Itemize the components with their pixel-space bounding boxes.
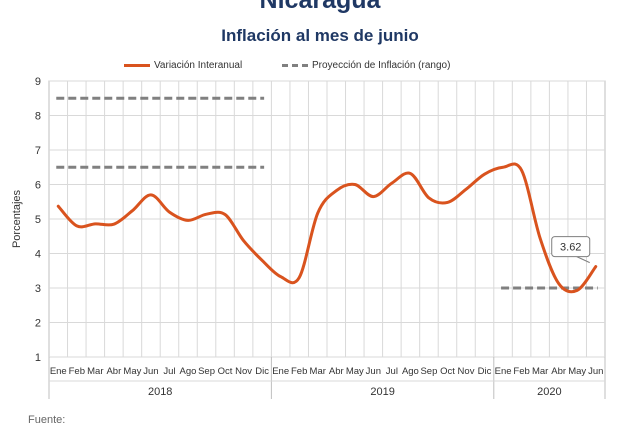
data-point [594,265,597,268]
data-point [242,239,245,242]
y-tick-label: 1 [35,352,41,364]
data-point [372,195,375,198]
x-tick-label: May [346,366,364,377]
x-tick-label: Ene [272,366,289,377]
source-label: Fuente: [28,414,66,426]
data-point [260,259,264,262]
data-point [390,181,394,185]
data-point [557,282,560,285]
annotation-leader [576,256,590,264]
x-tick-label: Jun [366,366,381,377]
data-point [576,289,579,292]
x-tick-label: Feb [291,366,307,377]
x-tick-label: Jul [163,366,175,377]
data-point [427,196,431,200]
x-tick-label: Ene [495,366,512,377]
data-point [409,172,412,175]
x-tick-label: Feb [69,366,85,377]
data-point [94,222,97,226]
data-point [57,205,60,208]
data-point [464,188,468,191]
y-tick-label: 4 [35,249,41,261]
x-tick-label: May [123,366,141,377]
legend-label-variacion: Variación Interanual [154,60,243,71]
x-tick-label: Jun [588,366,603,377]
data-point [149,193,153,197]
x-tick-label: Dic [478,366,492,377]
x-tick-label: Jun [143,366,158,377]
x-tick-label: Mar [87,366,103,377]
x-tick-label: Nov [458,366,475,377]
chart-country-title: Nicaragua [259,0,381,14]
x-tick-label: Ago [180,366,197,377]
data-point [501,166,505,169]
data-point [446,201,449,204]
legend-label-proyeccion: Proyección de Inflación (rango) [312,60,451,71]
data-point [75,224,79,228]
x-tick-label: Sep [420,366,437,377]
data-point [298,276,301,279]
y-tick-label: 8 [35,111,41,123]
x-tick-label: Feb [513,366,529,377]
annotation-label: 3.62 [560,242,581,254]
data-point [223,213,227,216]
data-point [353,183,356,186]
y-tick-label: 6 [35,180,41,192]
x-tick-label: Dic [255,366,269,377]
data-point [316,211,319,215]
legend: Variación Interanual Proyección de Infla… [0,60,640,76]
data-point [279,275,282,278]
legend-item-variacion: Variación Interanual [124,60,242,71]
year-label: 2018 [148,386,172,398]
year-label: 2020 [537,386,561,398]
legend-swatch-dash [282,63,308,67]
y-tick-label: 7 [35,145,41,157]
y-tick-label: 2 [35,318,41,330]
y-axis-label: Porcentajes [11,189,23,248]
data-point [186,219,190,222]
data-point [483,172,486,176]
data-point [538,237,542,240]
y-tick-label: 5 [35,214,41,226]
x-tick-label: Abr [329,366,344,377]
x-tick-label: Jul [386,366,398,377]
x-tick-label: Mar [310,366,326,377]
data-point [335,189,338,192]
data-point [205,212,208,216]
data-point [168,210,171,214]
data-point [112,222,116,226]
data-point [131,209,134,212]
y-tick-label: 3 [35,283,41,295]
x-tick-label: Mar [532,366,548,377]
annotation-box [551,236,591,258]
x-tick-label: Oct [218,366,233,377]
data-point [520,169,523,172]
x-tick-label: Sep [198,366,215,377]
y-tick-label: 9 [35,76,41,88]
chart-subtitle: Inflación al mes de junio [221,26,419,45]
x-tick-label: Abr [551,366,566,377]
x-tick-label: May [568,366,586,377]
x-tick-label: Abr [106,366,121,377]
x-tick-label: Ene [50,366,67,377]
legend-swatch-line [124,63,150,67]
x-tick-label: Oct [440,366,455,377]
legend-item-proyeccion: Proyección de Inflación (rango) [282,60,450,71]
x-tick-label: Nov [235,366,252,377]
x-tick-label: Ago [402,366,419,377]
year-label: 2019 [370,386,394,398]
